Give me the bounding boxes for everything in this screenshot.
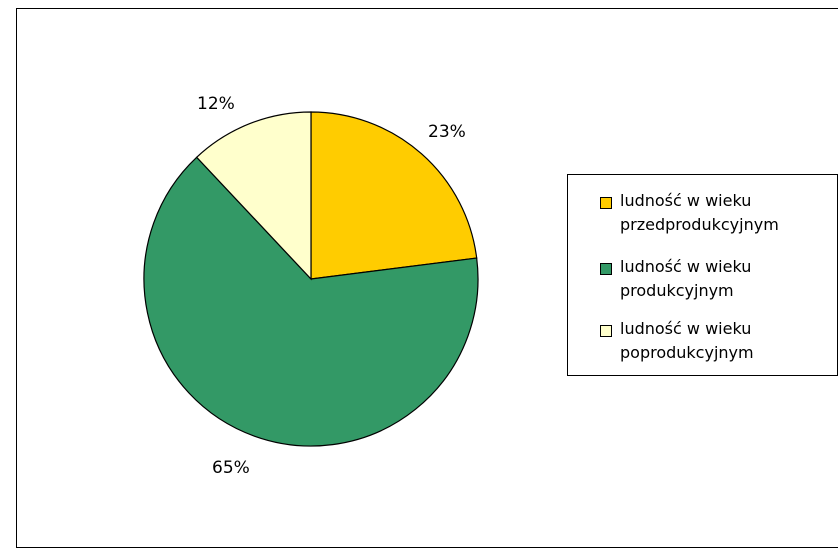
legend-label-przedprodukcyjny-line1: ludność w wieku — [620, 191, 752, 210]
legend-label-produkcyjny: ludność w wieku produkcyjnym — [620, 255, 830, 303]
legend-label-poprodukcyjny-line2: poprodukcyjnym — [620, 343, 754, 362]
legend-label-produkcyjny-line2: produkcyjnym — [620, 281, 734, 300]
legend-swatch-przedprodukcyjny — [600, 197, 612, 209]
legend-swatch-poprodukcyjny — [600, 325, 612, 337]
legend-swatch-produkcyjny — [600, 263, 612, 275]
legend-label-przedprodukcyjny: ludność w wieku przedprodukcyjnym — [620, 189, 830, 237]
pie-slice-przedprodukcyjny — [310, 111, 478, 280]
legend-label-przedprodukcyjny-line2: przedprodukcyjnym — [620, 215, 779, 234]
pie-slice-produkcyjny — [143, 156, 479, 447]
pie-slice-poprodukcyjny — [195, 111, 312, 281]
legend-label-poprodukcyjny-line1: ludność w wieku — [620, 319, 752, 338]
legend: ludność w wieku przedprodukcyjnym ludnoś… — [567, 174, 838, 376]
legend-label-poprodukcyjny: ludność w wieku poprodukcyjnym — [620, 317, 830, 365]
data-label-poprodukcyjny: 12% — [197, 94, 235, 114]
data-label-produkcyjny: 65% — [212, 458, 250, 478]
legend-label-produkcyjny-line1: ludność w wieku — [620, 257, 752, 276]
data-label-przedprodukcyjny: 23% — [428, 122, 466, 142]
